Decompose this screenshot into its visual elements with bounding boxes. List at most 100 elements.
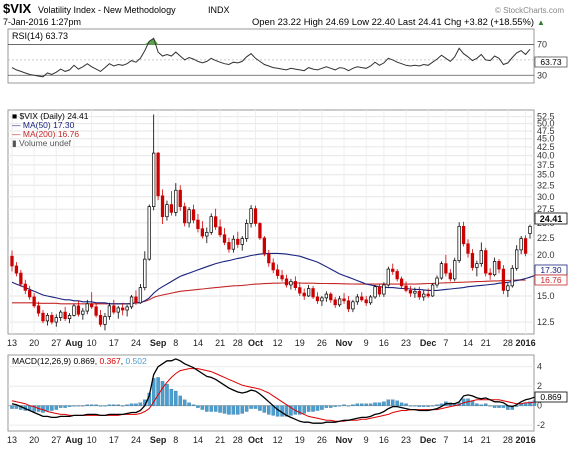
candle-body: [112, 305, 116, 313]
candle-body: [218, 226, 222, 236]
candle-body: [461, 225, 466, 245]
candle-body: [249, 208, 253, 224]
candle-body: [121, 307, 125, 311]
candle-body: [382, 284, 386, 295]
candle-body: [298, 287, 302, 294]
candle-body: [240, 238, 244, 245]
price-tick-label: 15.0: [537, 291, 555, 301]
macd-histogram-bar: [483, 403, 488, 406]
macd-panel-frame: [7, 354, 535, 432]
macd-tick-label: -2: [537, 420, 545, 430]
candle-body: [200, 228, 205, 237]
macd-histogram-bar: [45, 405, 50, 411]
candle-body: [209, 216, 213, 233]
macd-histogram-bar: [249, 405, 253, 409]
x-axis-label: 17: [109, 435, 119, 445]
candlestick-series: [10, 114, 532, 331]
candle-body: [227, 242, 231, 250]
rsi-last-value: 63.73: [540, 57, 562, 67]
candle-body: [333, 299, 337, 306]
ma50-line: [11, 252, 535, 305]
macd-grid: [8, 366, 534, 426]
price-tick-label: 42.5: [537, 142, 555, 152]
candle-body: [337, 298, 342, 306]
macd-histogram-bar: [63, 405, 67, 408]
candle-body: [236, 238, 240, 245]
candle-body: [253, 208, 258, 224]
candle-body: [103, 316, 107, 325]
macd-histogram-bar: [289, 405, 293, 416]
x-axis-label: 28: [503, 435, 513, 445]
candle-body: [54, 317, 58, 323]
candle-body: [98, 315, 103, 325]
candle-body: [19, 272, 23, 285]
candle-body: [355, 296, 359, 303]
legend-ma200: — MA(200) 16.76: [12, 129, 79, 139]
x-axis-label: 10: [87, 435, 97, 445]
x-axis-label: 12: [273, 435, 283, 445]
macd-histogram-bar: [236, 405, 240, 415]
macd-histogram-bar: [169, 388, 174, 406]
x-axis-label: 12: [273, 338, 283, 348]
candle-body: [262, 237, 267, 255]
macd-histogram-bar: [76, 405, 81, 407]
candle-body: [395, 271, 399, 280]
candle-body: [422, 293, 426, 298]
x-axis-label: 21: [215, 338, 225, 348]
candle-body: [289, 281, 293, 286]
macd-histogram-bar: [532, 400, 537, 406]
rsi-grid: [8, 44, 534, 76]
candle-body: [484, 250, 488, 274]
candle-body: [404, 285, 408, 291]
macd-histogram-bar: [497, 405, 501, 408]
candle-body: [94, 306, 98, 316]
symbol-label: $VIX: [3, 1, 32, 16]
macd-histogram-bar: [125, 404, 129, 406]
x-axis-label: 14: [193, 338, 203, 348]
ma200-tag: 16.76: [534, 274, 568, 286]
candle-body: [528, 225, 532, 234]
macd-histogram-bar: [231, 405, 236, 415]
macd-histogram-bar: [333, 405, 337, 407]
watermark: © StockCharts.com: [495, 6, 564, 15]
macd-histogram-bar: [222, 405, 227, 414]
x-axis-label: Aug: [65, 338, 83, 348]
x-axis-label: 28: [233, 338, 243, 348]
macd-histogram-bar: [89, 404, 94, 406]
candle-body: [258, 223, 262, 239]
candle-body: [399, 278, 404, 287]
index-name-label: Volatility Index - New Methodology: [38, 5, 176, 15]
candle-body: [488, 272, 492, 276]
macd-last-value-tag: 0.869: [534, 391, 568, 403]
macd-histogram-bar: [200, 405, 205, 410]
x-axis-label: 27: [51, 338, 61, 348]
rsi-panel: RSI(14) 63.73 705030 63.73: [7, 28, 568, 84]
macd-histogram-bar: [514, 405, 519, 407]
macd-histogram-bar: [187, 402, 191, 406]
x-axis-label: 13: [7, 435, 17, 445]
x-axis-label: 19: [295, 435, 305, 445]
candle-body: [205, 231, 209, 237]
macd-histogram-bar: [98, 405, 103, 407]
macd-histogram-bar: [262, 405, 267, 413]
x-axis-label: Dec: [420, 338, 437, 348]
candle-body: [45, 315, 50, 322]
candle-body: [23, 283, 27, 291]
x-axis-label: Oct: [248, 338, 263, 348]
candle-body: [470, 253, 475, 268]
macd-histogram-bar: [368, 403, 373, 406]
macd-histogram-bar: [364, 403, 368, 406]
macd-histogram-bar: [134, 403, 138, 406]
legend-volume: ▮ Volume undef: [12, 138, 72, 148]
legend-vix: ■ $VIX (Daily) 24.41: [12, 111, 89, 121]
rsi-label: RSI(14) 63.73: [12, 31, 68, 41]
x-axis-label: 21: [215, 435, 225, 445]
macd-histogram-bar: [205, 405, 209, 412]
x-axis-label: 20: [29, 338, 39, 348]
candle-body: [373, 286, 377, 298]
candle-body: [107, 305, 112, 317]
macd-histogram-bar: [355, 403, 360, 406]
price-legend: ■ $VIX (Daily) 24.41 — MA(50) 17.30 — MA…: [12, 111, 89, 148]
x-axis-label: 19: [295, 338, 305, 348]
price-grid: [8, 110, 534, 334]
